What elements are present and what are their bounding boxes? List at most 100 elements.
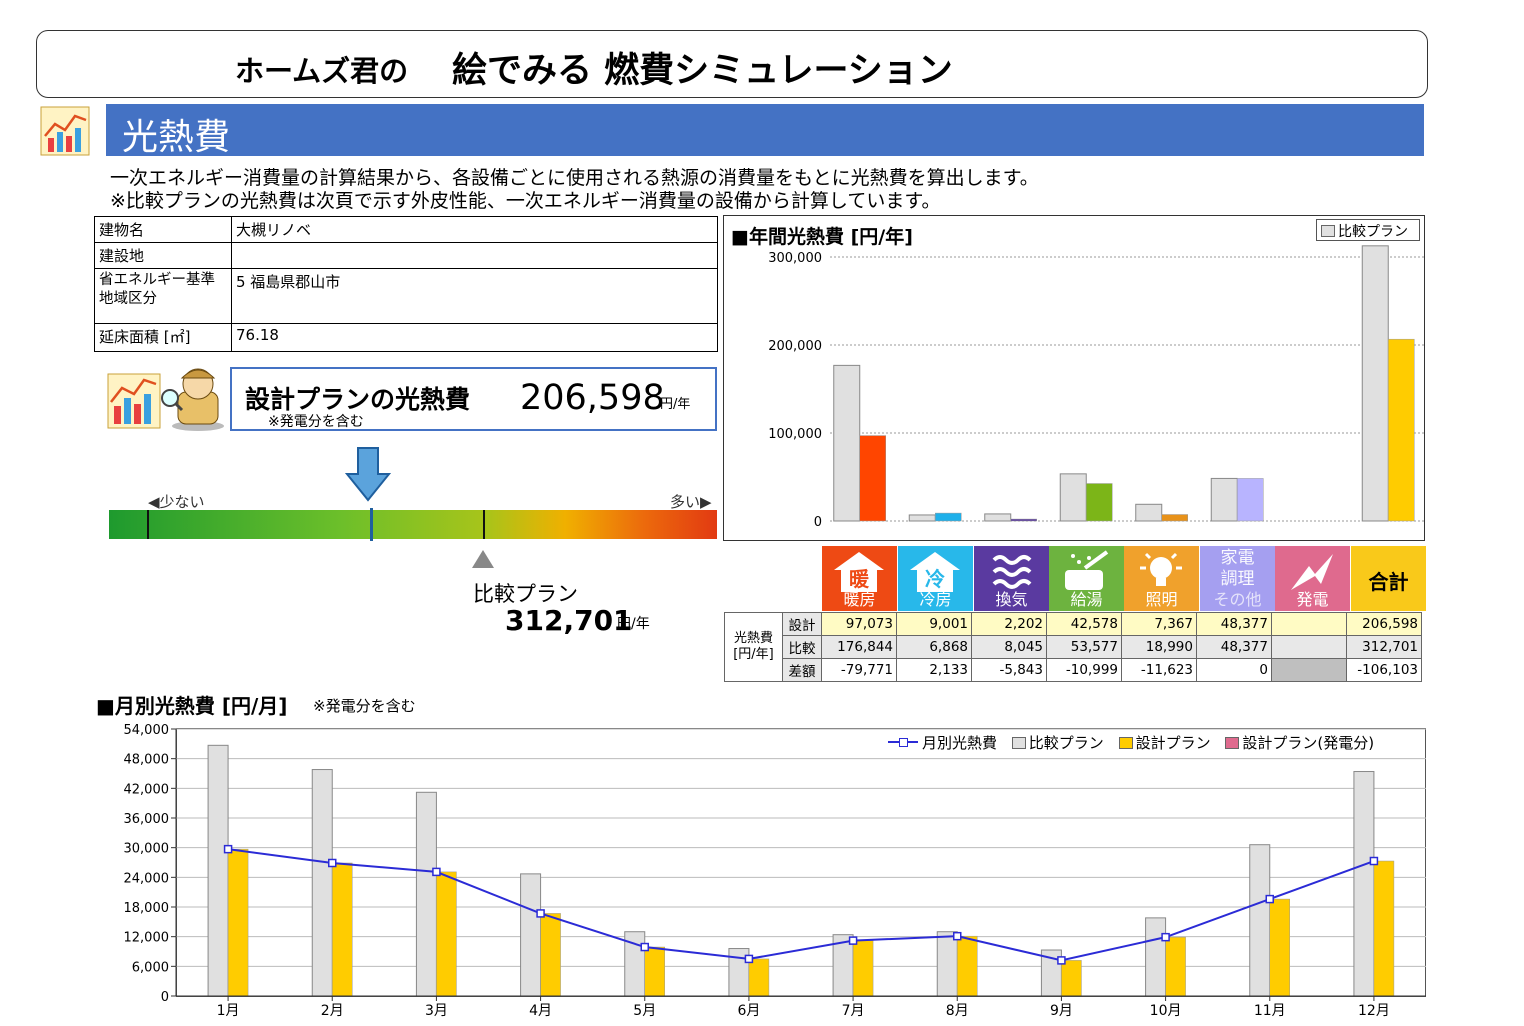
bar-compare (1059, 473, 1087, 522)
section-title: 光熱費 (122, 117, 231, 158)
heating-icon: 暖 (834, 552, 884, 592)
category-label: 暖房 (843, 590, 876, 609)
table-cell: 48,377 (1196, 612, 1272, 636)
annual-cost-table: 光熱費 [円/年] 設計 97,073 9,001 2,202 42,578 7… (724, 612, 1422, 682)
bar-design (436, 871, 457, 997)
bar-compare (311, 769, 333, 997)
y-tick-label: 54,000 (124, 723, 170, 738)
compare-arrow-icon (471, 550, 494, 568)
category-lighting: 照明 (1124, 546, 1199, 611)
x-tick-label: 9月 (1050, 1003, 1073, 1019)
x-tick-label: 10月 (1150, 1003, 1182, 1019)
table-cell: 2,202 (971, 612, 1047, 636)
bar-compare (1353, 771, 1375, 997)
monthly-legend: 月別光熱費 比較プラン 設計プラン 設計プラン(発電分) (888, 732, 1384, 753)
x-tick-label: 1月 (217, 1003, 240, 1019)
compare-plan-value: 312,701 (505, 604, 633, 637)
row-label: 設計 (782, 612, 822, 636)
y-tick-label: 36,000 (124, 812, 170, 827)
gauge-tick (146, 510, 149, 539)
table-cell: -5,843 (971, 658, 1047, 682)
line-point (744, 954, 754, 964)
bar-design (1061, 960, 1082, 997)
table-cell: 312,701 (1346, 635, 1422, 659)
table-cell: 2,133 (896, 658, 972, 682)
bar-design (859, 435, 886, 522)
bar-compare (520, 873, 542, 997)
x-tick-label: 11月 (1254, 1003, 1286, 1019)
bar-compare (415, 791, 437, 997)
table-cell (1271, 658, 1347, 682)
info-value (231, 242, 718, 269)
line-point (848, 936, 858, 945)
bar-design (748, 958, 770, 997)
monthly-chart-note: ※発電分を含む (313, 697, 416, 715)
info-key: 延床面積 [㎡] (94, 323, 232, 352)
bar-compare (984, 513, 1012, 522)
light-bulb-icon (1140, 552, 1182, 586)
bar-compare (1145, 917, 1167, 997)
line-point (328, 858, 337, 868)
table-cell: -106,103 (1346, 658, 1422, 682)
bath-icon (1065, 550, 1109, 590)
bar-compare (1361, 245, 1389, 522)
mascot-icon (107, 368, 224, 431)
bar-design (1388, 338, 1415, 522)
bar-design (1269, 898, 1290, 997)
category-heating: 暖 暖房 (822, 546, 897, 611)
bar-compare (1249, 844, 1271, 997)
bar-design (227, 848, 249, 997)
annual-chart: 0 100,000 200,000 300,000 (768, 245, 1424, 530)
y-tick-label: 30,000 (124, 842, 170, 857)
table-cell: 8,045 (971, 635, 1047, 659)
table-cell: 176,844 (821, 635, 897, 659)
x-tick-label: 5月 (633, 1003, 656, 1019)
category-label: 換気 (995, 590, 1028, 609)
line-point (1161, 932, 1170, 942)
category-hot-water: 給湯 (1049, 546, 1124, 611)
line-point (1369, 856, 1379, 866)
bar-design (644, 946, 665, 997)
monthly-chart: 0 6,000 12,000 18,000 24,000 30,000 36,000 42,0… (124, 723, 1426, 1019)
bar-design (1161, 514, 1188, 522)
table-cell: 6,868 (896, 635, 972, 659)
table-cell: 9,001 (896, 612, 972, 636)
ventilation-icon (992, 555, 1032, 589)
table-group-label: 光熱費 [円/年] (724, 612, 783, 682)
y-tick-label: 0 (814, 515, 822, 530)
y-tick-label: 12,000 (124, 931, 170, 946)
table-cell: 0 (1196, 658, 1272, 682)
design-arrow-icon (344, 447, 392, 502)
cooling-icon: 冷 (910, 552, 960, 592)
legend-swatch (1011, 737, 1026, 749)
y-tick-label: 100,000 (768, 427, 822, 442)
legend-item: 比較プラン (1011, 734, 1104, 752)
y-tick-label: 200,000 (768, 339, 822, 354)
info-key: 建物名 (94, 216, 232, 243)
info-value: 76.18 (231, 323, 718, 352)
design-plan-box (230, 367, 717, 431)
category-label: 照明 (1145, 590, 1178, 609)
table-cell: 97,073 (821, 612, 897, 636)
line-point (1265, 894, 1274, 904)
legend-swatch (1225, 737, 1240, 749)
annual-legend: 比較プラン (1316, 219, 1420, 241)
appliance-icon-text: 家電 調理 (1220, 548, 1255, 589)
lightning-icon (1291, 554, 1333, 590)
intro-line-1: 一次エネルギー消費量の計算結果から、各設備ごとに使用される熱源の消費量をもとに光… (110, 167, 1039, 189)
y-tick-label: 6,000 (132, 960, 169, 975)
legend-label: 設計プラン (1135, 734, 1211, 752)
category-label: 給湯 (1070, 590, 1103, 609)
legend-label: 月別光熱費 (922, 734, 998, 752)
legend-item: 設計プラン (1118, 734, 1211, 752)
table-row: 延床面積 [㎡] 76.18 (94, 323, 718, 352)
chart-icon (40, 106, 90, 156)
table-cell (1271, 635, 1347, 659)
bar-compare (207, 744, 229, 997)
compare-plan-unit: 円/年 (617, 616, 650, 632)
category-label: 合計 (1368, 570, 1409, 594)
bar-design (1165, 936, 1186, 997)
category-cooling: 冷 冷房 (898, 546, 973, 611)
bar-design (852, 940, 874, 997)
table-cell: -10,999 (1046, 658, 1122, 682)
